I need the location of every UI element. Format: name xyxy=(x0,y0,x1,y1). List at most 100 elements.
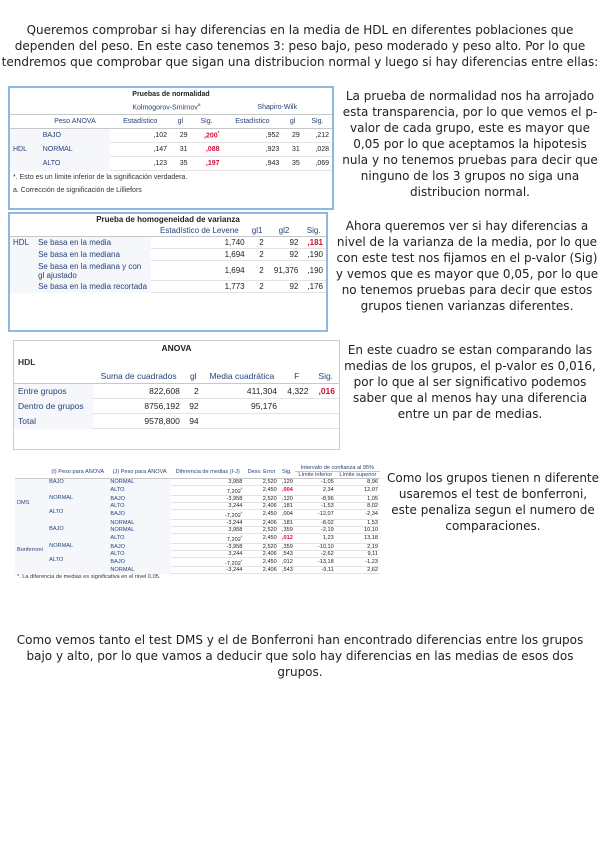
row: Entre grupos 822,608 2 411,304 4,322,016 xyxy=(14,383,339,399)
cell: 1,53 xyxy=(335,519,380,527)
column-header: Desv. Error xyxy=(244,465,279,479)
cell: 9,11 xyxy=(335,550,380,558)
cell: ,028 xyxy=(302,142,332,157)
cell: 2,34 xyxy=(294,485,336,496)
column-header: gl1 xyxy=(247,225,267,237)
column-header: Sig. xyxy=(190,114,223,129)
cell: 2 xyxy=(247,280,267,293)
comparisons-table: (I) Peso para ANOVA (J) Peso para ANOVA Di… xyxy=(15,465,380,623)
row: Se basa en la media recortada 1,773 2 92,17… xyxy=(10,280,326,293)
row: Bonferroni BAJO NORMAL 3,958 2,520,359 -2,19 1… xyxy=(15,526,380,574)
cell: -1,05 xyxy=(294,478,336,486)
cell: 95,176 xyxy=(202,398,281,414)
cell: ,181 xyxy=(278,519,295,527)
cell: -7,202* xyxy=(170,509,245,520)
cell: ,190 xyxy=(301,260,326,281)
cell: ,120 xyxy=(278,495,295,503)
anova-text: En este cuadro se estan comparando las m… xyxy=(344,343,596,421)
group-j: BAJO xyxy=(108,557,171,567)
cell: 4,322 xyxy=(280,383,313,399)
blank xyxy=(10,114,40,129)
row: NORMAL -3,244 2,406,181 -8,02 1,53 xyxy=(15,519,380,527)
cell: 2 xyxy=(247,260,267,281)
row: *. Esto es un límite inferior de la sign… xyxy=(10,171,332,185)
note-mark: a xyxy=(197,103,201,109)
group-j: ALTO xyxy=(108,502,171,510)
cell: ,123 xyxy=(110,156,171,171)
cell: 9578,800 xyxy=(93,413,184,429)
column-group: Kolmogorov-Smirnova xyxy=(110,101,223,115)
cell: 1,05 xyxy=(335,495,380,503)
row: HDL Se basa en la media 1,740 2 92,181 xyxy=(10,236,326,293)
superscript: * xyxy=(240,486,243,491)
cell: -8,02 xyxy=(294,519,336,527)
cell: 92 xyxy=(266,236,302,249)
variable: HDL xyxy=(10,128,40,171)
cell: 13,18 xyxy=(335,533,380,544)
column-header: Estadístico xyxy=(222,114,283,129)
cell: 2,520 xyxy=(244,495,279,503)
row: Se basa en la mediana 1,694 2 92,190 xyxy=(10,248,326,261)
cell: ,200* xyxy=(190,128,223,143)
cell: ,102 xyxy=(110,128,171,143)
cell: 1,23 xyxy=(294,533,336,544)
cell: ,088 xyxy=(190,142,223,157)
superscript: * xyxy=(240,509,243,515)
cell: 29 xyxy=(282,128,303,143)
cell: 10,10 xyxy=(335,526,380,534)
variable: HDL xyxy=(18,357,36,367)
cell: -10,10 xyxy=(294,543,336,551)
table-title: Pruebas de normalidad xyxy=(132,91,210,98)
group-j: NORMAL xyxy=(108,526,171,534)
row-label: BAJO xyxy=(39,128,111,143)
row: HDL xyxy=(14,355,339,369)
column-header: gl xyxy=(282,114,303,129)
row: Peso ANOVA Estadístico gl Sig. Estadístico gl… xyxy=(10,114,332,129)
table-title: Prueba de homogeneidad de varianza xyxy=(96,215,240,224)
row-label: Total xyxy=(14,413,94,429)
row: NORMAL BAJO -3,958 2,520,359 -10,10 2,19 xyxy=(15,543,380,558)
row: ALTO BAJO -7,202* 2,450,012 -13,18 -1,23 xyxy=(15,557,380,574)
cell: ,016 xyxy=(312,383,339,399)
empty-cell xyxy=(312,398,339,414)
blank xyxy=(10,225,152,237)
cell: ,543 xyxy=(278,550,295,558)
column-header: Sig. xyxy=(302,114,332,129)
cell: ,176 xyxy=(301,280,326,293)
group-j: ALTO xyxy=(108,550,171,558)
row: ALTO 7,202* 2,450,004 2,34 12,07 xyxy=(15,485,380,496)
conclusion: Como vemos tanto el test DMS y el de Bon… xyxy=(16,633,584,679)
row: ALTO 3,244 2,406,543 -2,62 9,11 xyxy=(15,550,380,558)
cell: 35 xyxy=(170,156,191,171)
column-header: gl xyxy=(170,114,191,129)
column-header: Sig. xyxy=(301,225,326,237)
cell: ,147 xyxy=(110,142,171,157)
row: HDL BAJO ,102 29,200* ,952 29,212 xyxy=(10,128,332,171)
row-label: Entre grupos xyxy=(14,383,94,399)
group-i: NORMAL xyxy=(47,495,109,510)
cell: 92 xyxy=(266,248,302,261)
table-title: ANOVA xyxy=(161,343,192,353)
cell: ,012 xyxy=(278,533,295,544)
test-name: DMS xyxy=(15,478,48,527)
comparisons-text: Como los grupos tienen n diferente usare… xyxy=(386,471,600,533)
cell: 8,96 xyxy=(335,478,380,486)
cell: 1,740 xyxy=(151,236,248,249)
table: Pruebas de normalidad Kolmogorov-Smirnova… xyxy=(10,88,332,197)
column-header: Estadístico de Levene xyxy=(151,225,248,237)
row: (I) Peso para ANOVA (J) Peso para ANOVA Di… xyxy=(15,465,380,479)
cell: 2,406 xyxy=(244,550,279,558)
row: ALTO BAJO -7,202* 2,450,004 -12,07 -2,34 xyxy=(15,509,380,527)
group-j: BAJO xyxy=(108,509,171,520)
cell: 8,02 xyxy=(335,502,380,510)
cell: 31 xyxy=(282,142,303,157)
cell: -2,34 xyxy=(335,509,380,520)
column-header: Diferencia de medias (I-J) xyxy=(170,465,245,479)
cell: 2,406 xyxy=(244,566,279,575)
row: Estadístico de Levene gl1 gl2 Sig. xyxy=(10,225,326,237)
cell: -9,11 xyxy=(294,566,336,575)
group-j: ALTO xyxy=(108,533,171,544)
cell: ,004 xyxy=(278,509,295,520)
table: (I) Peso para ANOVA (J) Peso para ANOVA Di… xyxy=(15,465,380,580)
